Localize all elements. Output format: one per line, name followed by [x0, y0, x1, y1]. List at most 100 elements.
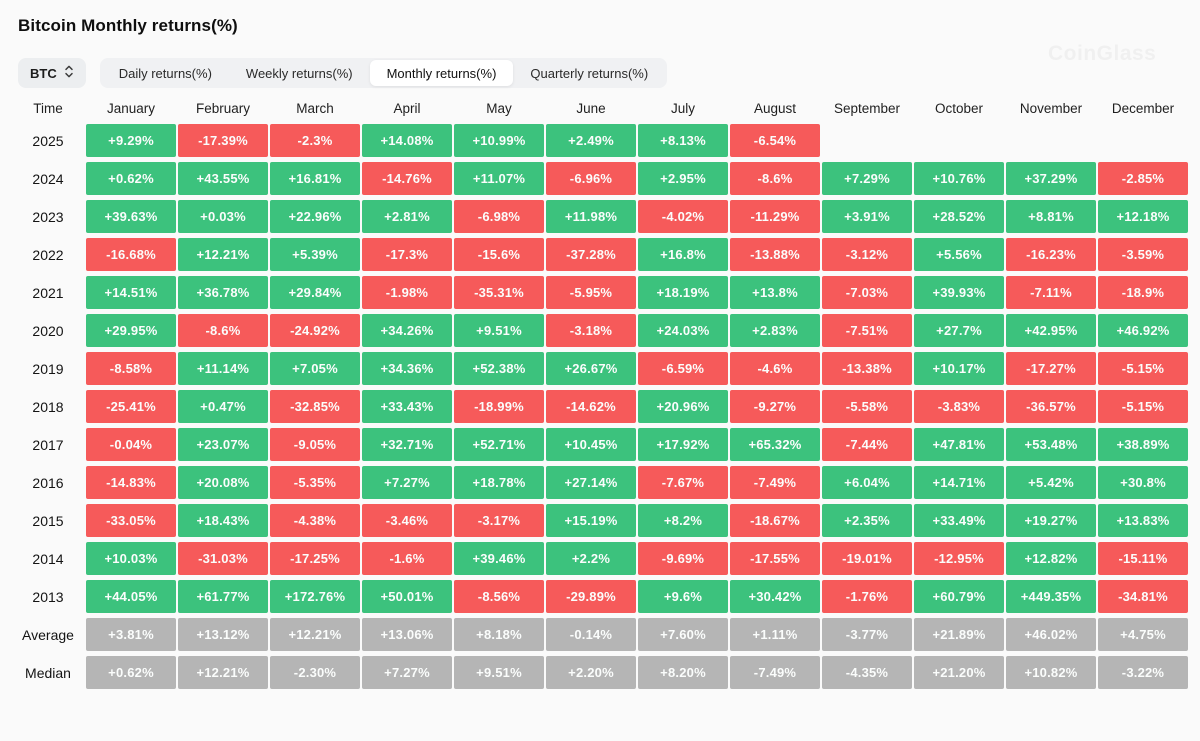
- return-cell: -15.6%: [454, 238, 544, 271]
- column-header-march: March: [296, 101, 334, 116]
- return-cell: -8.6%: [178, 314, 268, 347]
- return-cell: -3.17%: [454, 504, 544, 537]
- return-cell: -5.15%: [1098, 390, 1188, 423]
- return-cell: +2.49%: [546, 124, 636, 157]
- return-cell: -6.98%: [454, 200, 544, 233]
- return-cell: +9.51%: [454, 314, 544, 347]
- return-cell: +13.12%: [178, 618, 268, 651]
- return-cell: +65.32%: [730, 428, 820, 461]
- return-cell: -2.30%: [270, 656, 360, 689]
- return-cell: +42.95%: [1006, 314, 1096, 347]
- return-cell: +11.14%: [178, 352, 268, 385]
- return-cell: -7.11%: [1006, 276, 1096, 309]
- return-cell: -9.69%: [638, 542, 728, 575]
- return-cell: -14.83%: [86, 466, 176, 499]
- return-cell: +2.81%: [362, 200, 452, 233]
- return-cell: -3.59%: [1098, 238, 1188, 271]
- return-cell: +2.2%: [546, 542, 636, 575]
- return-cell: +37.29%: [1006, 162, 1096, 195]
- return-cell: +12.21%: [178, 238, 268, 271]
- return-cell: +11.07%: [454, 162, 544, 195]
- return-cell: -15.11%: [1098, 542, 1188, 575]
- return-cell: +44.05%: [86, 580, 176, 613]
- table-row-median: Median +0.62% +12.21% -2.30% +7.27% +9.51% +2.…: [12, 656, 1188, 689]
- return-cell: -13.38%: [822, 352, 912, 385]
- return-cell: -37.28%: [546, 238, 636, 271]
- return-cell: +8.18%: [454, 618, 544, 651]
- row-label: 2020: [32, 322, 64, 339]
- return-cell: +21.20%: [914, 656, 1004, 689]
- return-cell: -18.99%: [454, 390, 544, 423]
- return-cell: -25.41%: [86, 390, 176, 423]
- return-cell: -3.22%: [1098, 656, 1188, 689]
- return-cell: -3.77%: [822, 618, 912, 651]
- return-cell: +22.96%: [270, 200, 360, 233]
- return-cell: -4.02%: [638, 200, 728, 233]
- row-label: 2021: [32, 284, 64, 301]
- return-cell: +52.38%: [454, 352, 544, 385]
- return-cell: +16.8%: [638, 238, 728, 271]
- return-cell: -7.49%: [730, 466, 820, 499]
- return-cell: +6.04%: [822, 466, 912, 499]
- column-header-november: November: [1019, 101, 1083, 116]
- return-cell: +24.03%: [638, 314, 728, 347]
- tab-monthly-returns[interactable]: Monthly returns(%): [369, 60, 514, 86]
- return-cell: +53.48%: [1006, 428, 1096, 461]
- return-cell: +5.42%: [1006, 466, 1096, 499]
- return-cell: +26.67%: [546, 352, 636, 385]
- return-cell: +20.08%: [178, 466, 268, 499]
- row-label: 2019: [32, 360, 64, 377]
- return-cell: -13.88%: [730, 238, 820, 271]
- return-cell: +8.13%: [638, 124, 728, 157]
- table-body: 2025 +9.29% -17.39% -2.3% +14.08% +10.99% +2.4…: [12, 124, 1188, 689]
- symbol-selector[interactable]: BTC: [18, 58, 86, 88]
- return-cell: +32.71%: [362, 428, 452, 461]
- return-cell: +0.62%: [86, 656, 176, 689]
- return-cell: +13.83%: [1098, 504, 1188, 537]
- return-cell: +36.78%: [178, 276, 268, 309]
- return-cell: +2.20%: [546, 656, 636, 689]
- return-cell: -7.44%: [822, 428, 912, 461]
- return-cell: +33.43%: [362, 390, 452, 423]
- return-cell: +28.52%: [914, 200, 1004, 233]
- return-cell: +14.08%: [362, 124, 452, 157]
- return-cell: +9.29%: [86, 124, 176, 157]
- return-cell: +13.06%: [362, 618, 452, 651]
- return-cell: -0.14%: [546, 618, 636, 651]
- return-cell: -35.31%: [454, 276, 544, 309]
- return-cell: +10.76%: [914, 162, 1004, 195]
- row-label: 2022: [32, 246, 64, 263]
- return-cell: +0.47%: [178, 390, 268, 423]
- return-cell: +19.27%: [1006, 504, 1096, 537]
- return-cell: +12.21%: [178, 656, 268, 689]
- controls-bar: BTC Daily returns(%) Weekly returns(%) M…: [18, 58, 1200, 88]
- table-row-2024: 2024 +0.62% +43.55% +16.81% -14.76% +11.07% -6…: [12, 162, 1188, 195]
- empty-cell: [822, 124, 912, 157]
- empty-cell: [914, 124, 1004, 157]
- return-cell: +18.19%: [638, 276, 728, 309]
- tab-weekly-returns[interactable]: Weekly returns(%): [229, 60, 370, 86]
- return-cell: +3.91%: [822, 200, 912, 233]
- return-cell: -6.59%: [638, 352, 728, 385]
- return-cell: -29.89%: [546, 580, 636, 613]
- return-cell: +39.93%: [914, 276, 1004, 309]
- return-cell: +39.63%: [86, 200, 176, 233]
- tab-quarterly-returns[interactable]: Quarterly returns(%): [513, 60, 665, 86]
- return-cell: -16.23%: [1006, 238, 1096, 271]
- column-header-october: October: [934, 101, 984, 116]
- return-cell: +16.81%: [270, 162, 360, 195]
- column-header-august: August: [753, 101, 797, 116]
- return-cell: -19.01%: [822, 542, 912, 575]
- return-cell: -3.46%: [362, 504, 452, 537]
- table-row-2021: 2021 +14.51% +36.78% +29.84% -1.98% -35.31% -5…: [12, 276, 1188, 309]
- return-cell: -16.68%: [86, 238, 176, 271]
- return-cell: +172.76%: [270, 580, 360, 613]
- return-cell: +27.14%: [546, 466, 636, 499]
- return-cell: -5.95%: [546, 276, 636, 309]
- return-cell: -4.6%: [730, 352, 820, 385]
- page-title: Bitcoin Monthly returns(%): [18, 16, 238, 35]
- tab-daily-returns[interactable]: Daily returns(%): [102, 60, 229, 86]
- return-cell: +39.46%: [454, 542, 544, 575]
- return-cell: -7.51%: [822, 314, 912, 347]
- column-header-september: September: [833, 101, 901, 116]
